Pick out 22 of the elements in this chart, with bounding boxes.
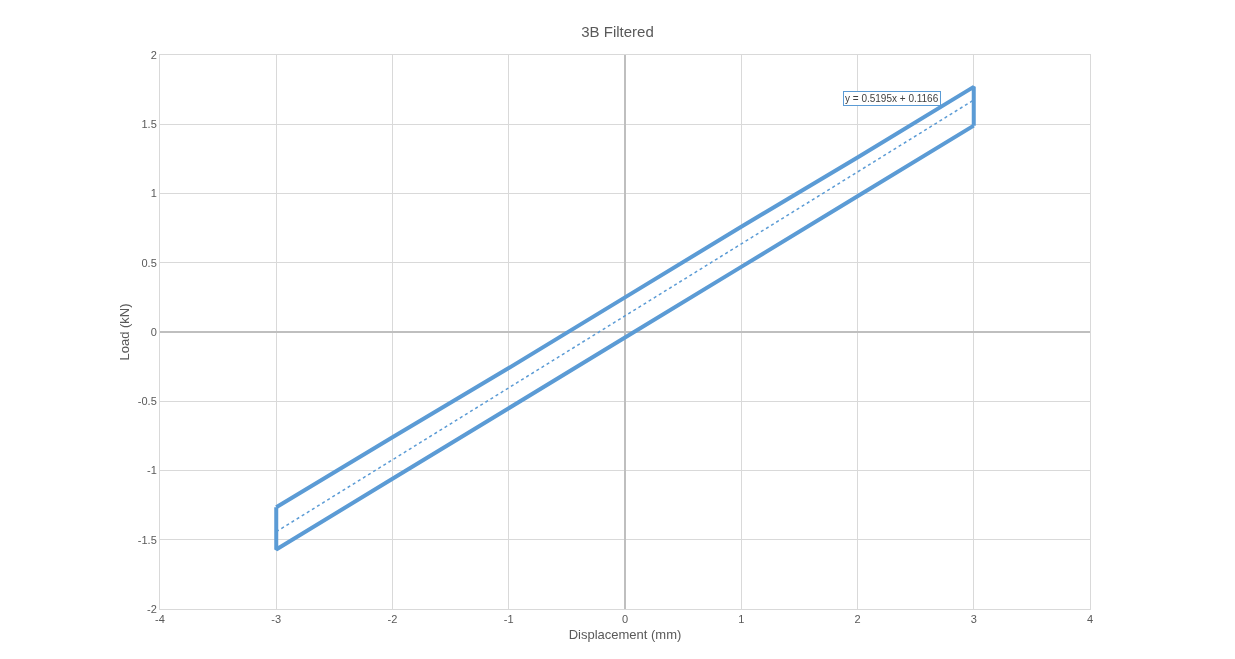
x-tick-label: 0	[621, 613, 629, 626]
y-tick-label: 0.5	[141, 256, 157, 269]
annotation: y = 0.5195x + 0.1166	[845, 93, 939, 104]
x-tick-label: 1	[738, 613, 745, 626]
y-tick-label: 1.5	[141, 118, 157, 131]
y-tick-label: 0	[150, 325, 157, 338]
x-tick-label: 4	[1086, 613, 1094, 626]
y-tick-label: 2	[150, 48, 157, 61]
x-axis-title: Displacement (mm)	[568, 626, 682, 642]
x-tick-label: -3	[271, 613, 282, 626]
y-tick-label: -1.5	[137, 533, 157, 546]
x-tick-label: 3	[970, 613, 977, 626]
y-tick-label: -1	[147, 464, 157, 477]
x-tick-label: 2	[854, 613, 861, 626]
chart-title: 3B Filtered	[581, 22, 654, 40]
y-tick-label: 1	[150, 187, 157, 200]
y-axis-title: Load (kN)	[116, 303, 132, 361]
x-tick-label: -4	[155, 613, 165, 626]
y-tick-label: -0.5	[137, 395, 157, 408]
x-tick-label: -1	[503, 613, 514, 626]
x-tick-label: -2	[387, 613, 398, 626]
y-tick-label: -2	[147, 602, 157, 615]
